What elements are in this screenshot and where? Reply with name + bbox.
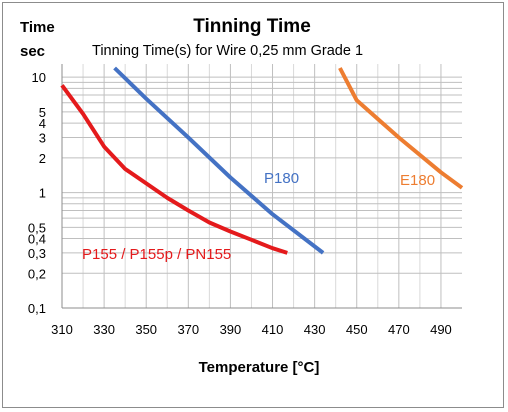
x-tick-label: 490	[430, 322, 452, 337]
y-tick-label: 0,5	[28, 220, 46, 235]
series-lines	[60, 66, 464, 255]
x-tick-label: 390	[220, 322, 242, 337]
series-line-1	[113, 66, 325, 255]
series-line-0	[60, 84, 288, 255]
y-tick-label: 2	[39, 151, 46, 166]
x-tick-label: 450	[346, 322, 368, 337]
y-tick-label: 0,1	[28, 301, 46, 316]
y-tick-label: 0,2	[28, 266, 46, 281]
y-tick-label: 5	[39, 105, 46, 120]
series-label-1: P180	[264, 170, 299, 187]
y-axis-label-unit: sec	[20, 43, 45, 60]
y-tick-label: 0,4	[28, 232, 46, 247]
y-tick-label: 10	[32, 70, 46, 85]
y-tick-label: 4	[39, 116, 46, 131]
y-tick-label: 0,3	[28, 246, 46, 261]
x-tick-label: 350	[135, 322, 157, 337]
x-tick-label: 330	[93, 322, 115, 337]
x-tick-label: 430	[304, 322, 326, 337]
y-tick-label: 3	[39, 131, 46, 146]
chart-subtitle: Tinning Time(s) for Wire 0,25 mm Grade 1	[92, 43, 363, 59]
x-tick-label: 370	[177, 322, 199, 337]
y-tick-label: 1	[39, 186, 46, 201]
series-line-2	[338, 67, 464, 190]
series-label-2: E180	[400, 172, 435, 189]
series-labels: P155 / P155p / PN155 P180 E180	[82, 170, 435, 263]
x-tick-label: 410	[262, 322, 284, 337]
series-label-0: P155 / P155p / PN155	[82, 246, 231, 263]
x-axis-label: Temperature [°C]	[199, 359, 320, 376]
x-tick-label: 310	[51, 322, 73, 337]
axes	[61, 64, 462, 309]
x-tick-label: 470	[388, 322, 410, 337]
chart-title: Tinning Time	[193, 16, 311, 37]
tick-labels: 310 330 350 370 390 410 430 450 470 4900,10,20,30…	[28, 70, 452, 337]
y-axis-label-time: Time	[20, 19, 55, 36]
